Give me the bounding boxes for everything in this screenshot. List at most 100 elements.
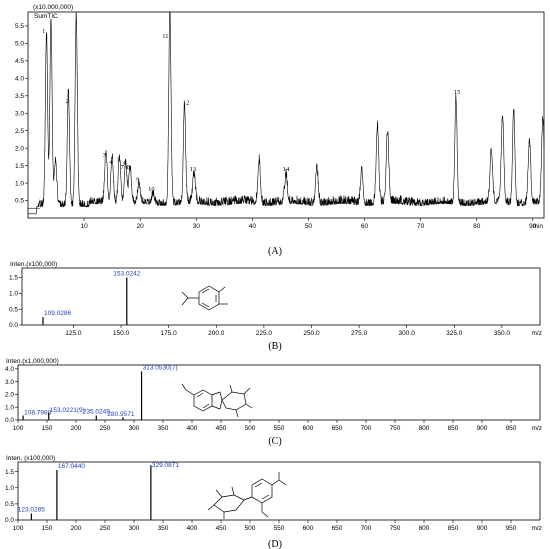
x-tick-label: 250.0 bbox=[303, 330, 320, 337]
x-tick-label: 325.0 bbox=[446, 330, 463, 337]
x-tick-label: 250 bbox=[100, 425, 111, 432]
peak-number-label: 1 bbox=[42, 28, 45, 35]
x-tick-label: 400 bbox=[187, 425, 198, 432]
x-tick-label: 450 bbox=[216, 525, 227, 532]
y-tick-label: 2.0 bbox=[15, 145, 24, 152]
x-tick-label: 30 bbox=[193, 223, 201, 230]
x-tick-label: 350 bbox=[158, 425, 169, 432]
caption-c: (C) bbox=[268, 436, 281, 447]
peak-number-label: 2 bbox=[66, 98, 69, 105]
x-tick-label: 200 bbox=[71, 425, 82, 432]
y-tick-label: 1.0 bbox=[5, 485, 14, 492]
x-tick-label: 900 bbox=[477, 425, 488, 432]
peak-number-label: 9 bbox=[136, 176, 139, 183]
caption-b: (B) bbox=[268, 341, 281, 352]
x-tick-label: 500 bbox=[245, 525, 256, 532]
x-tick-label: 500 bbox=[245, 425, 256, 432]
plot-frame bbox=[17, 461, 541, 521]
peak-number-label: 4 bbox=[109, 159, 113, 166]
x-tick-label: 100 bbox=[13, 525, 24, 532]
x-tick-label: 10 bbox=[80, 223, 88, 230]
x-tick-label: 700 bbox=[361, 425, 372, 432]
peak-number-label: 15 bbox=[454, 89, 461, 96]
peak-mz-label: 153.0242 bbox=[113, 271, 140, 278]
plot-frame bbox=[21, 267, 541, 326]
x-tick-label: 275.0 bbox=[351, 330, 368, 337]
y-tick-label: 1.0 bbox=[5, 404, 14, 411]
x-tick-label: 300 bbox=[129, 525, 140, 532]
x-tick-label: 750 bbox=[390, 425, 401, 432]
y-tick-label: 4.0 bbox=[15, 76, 24, 83]
x-tick-label: 200.0 bbox=[208, 330, 225, 337]
x-tick-label: 125.0 bbox=[65, 330, 82, 337]
plot-frame bbox=[27, 11, 545, 219]
x-tick-label: 70 bbox=[417, 223, 425, 230]
trace-label: SumTIC bbox=[34, 13, 58, 20]
x-tick-label: 225.0 bbox=[256, 330, 273, 337]
peak-mz-label: 280.9571 bbox=[107, 411, 134, 418]
x-tick-label: 350 bbox=[158, 525, 169, 532]
caption-d: (D) bbox=[268, 539, 282, 549]
x-tick-label: 800 bbox=[419, 425, 430, 432]
y-tick-label: 4.0 bbox=[5, 366, 14, 373]
peak-number-label: 5 bbox=[117, 156, 120, 163]
x-tick-label: 150.0 bbox=[113, 330, 130, 337]
x-tick-label: 300.0 bbox=[399, 330, 416, 337]
peak-mz-label: 153.0221(9) bbox=[50, 407, 85, 414]
y-tick-label: 0.0 bbox=[5, 417, 14, 424]
x-axis-title: min bbox=[533, 223, 544, 230]
x-tick-label: 90 bbox=[529, 223, 537, 230]
peak-mz-label: 108.7988 bbox=[24, 410, 51, 417]
x-tick-label: 750 bbox=[390, 525, 401, 532]
x-tick-label: 950 bbox=[506, 425, 517, 432]
y-tick-label: 1.5 bbox=[9, 275, 18, 282]
peak-number-label: 11 bbox=[162, 33, 168, 40]
y-tick-label: 1.0 bbox=[9, 291, 18, 298]
y-tick-label: 0.0 bbox=[5, 517, 14, 524]
y-tick-label: 1.5 bbox=[5, 469, 14, 476]
x-tick-label: 150 bbox=[42, 525, 53, 532]
peak-number-label: 12 bbox=[183, 100, 190, 107]
y-tick-label: 2.5 bbox=[15, 128, 24, 135]
x-tick-label: 20 bbox=[137, 223, 145, 230]
y-tick-label: 0.5 bbox=[9, 306, 18, 313]
x-tick-label: 250 bbox=[100, 525, 111, 532]
structure-vanillic-acid-glucoside bbox=[207, 472, 287, 519]
x-axis-title: m/z bbox=[532, 330, 542, 337]
peak-mz-label: 329.0871 bbox=[152, 462, 179, 469]
structure-spiro-glycoside bbox=[181, 383, 253, 418]
x-tick-label: 900 bbox=[477, 525, 488, 532]
peak-mz-label: 313.0530(7) bbox=[143, 364, 178, 371]
x-tick-label: 850 bbox=[448, 425, 459, 432]
panel-c-mass-spectrum: Inten.(x1,000,000) 0.0 1.0 2.0 3.0 4.0 100 150 2… bbox=[5, 358, 542, 432]
y-axis-title: Inten. (x100,000) bbox=[6, 455, 55, 462]
y-tick-label: 1.5 bbox=[15, 163, 24, 170]
caption-a: (A) bbox=[268, 246, 282, 257]
x-tick-label: 50 bbox=[305, 223, 313, 230]
x-tick-label: 550 bbox=[274, 425, 285, 432]
scale-label: (x10,000,000) bbox=[33, 4, 73, 11]
x-tick-label: 950 bbox=[506, 525, 517, 532]
peak-mz-label: 109.0286 bbox=[44, 310, 71, 317]
x-axis-title: m/z bbox=[532, 525, 542, 532]
x-tick-label: 60 bbox=[361, 223, 369, 230]
x-tick-label: 40 bbox=[249, 223, 257, 230]
y-tick-label: 3.0 bbox=[15, 110, 24, 117]
y-tick-label: 0.5 bbox=[15, 198, 24, 205]
x-tick-label: 400 bbox=[187, 525, 198, 532]
y-tick-label: 0.5 bbox=[5, 501, 14, 508]
y-tick-label: 0.0 bbox=[9, 322, 18, 329]
panel-b-mass-spectrum: Inten.(x100,000) 0.0 0.5 1.0 1.5 125.0 150.0 17… bbox=[9, 261, 542, 337]
y-tick-label: 1.0 bbox=[15, 180, 24, 187]
peak-number-label: 6 bbox=[123, 160, 127, 167]
peak-number-label: 7 bbox=[121, 164, 125, 171]
peak-mz-label: 123.0285 bbox=[18, 507, 45, 514]
x-tick-label: 600 bbox=[303, 425, 314, 432]
x-tick-label: 200 bbox=[71, 525, 82, 532]
x-tick-label: 450 bbox=[216, 425, 227, 432]
x-tick-label: 300 bbox=[129, 425, 140, 432]
tic-trace bbox=[28, 11, 545, 215]
peak-number-label: 14 bbox=[283, 166, 290, 173]
x-tick-label: 550 bbox=[274, 525, 285, 532]
x-tick-label: 650 bbox=[332, 525, 343, 532]
